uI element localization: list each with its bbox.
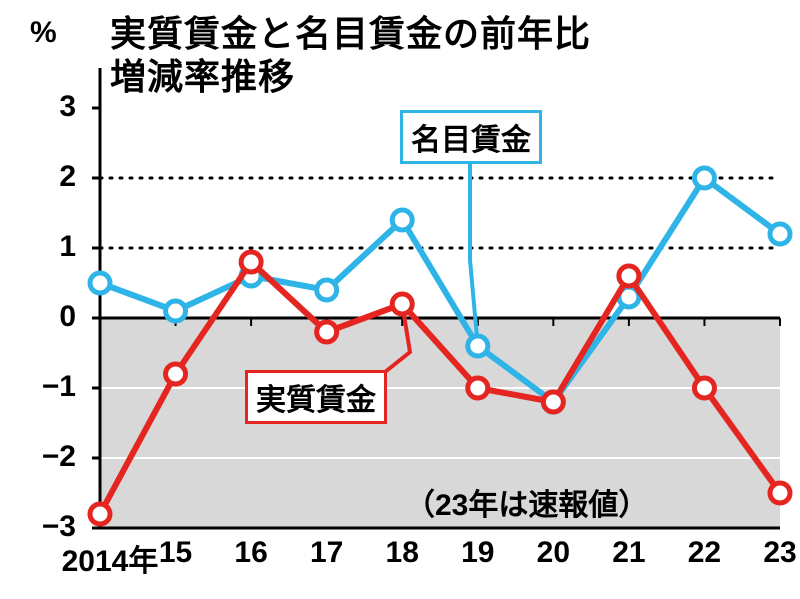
x-tick-label: 22 xyxy=(679,536,729,570)
y-tick-label: 3 xyxy=(6,90,76,124)
x-tick-label: 17 xyxy=(302,536,352,570)
y-tick-label: −1 xyxy=(6,370,76,404)
chart-note: （23年は速報値） xyxy=(405,480,648,524)
y-tick-label: −2 xyxy=(6,440,76,474)
y-tick-label: 0 xyxy=(6,300,76,334)
x-tick-label: 20 xyxy=(528,536,578,570)
title-line-2: 増減率推移 xyxy=(110,56,295,97)
x-tick-label: 21 xyxy=(604,536,654,570)
legend-real-wage: 実質賃金 xyxy=(245,370,387,424)
title-line-1: 実質賃金と名目賃金の前年比 xyxy=(110,13,591,54)
x-tick-label: 19 xyxy=(453,536,503,570)
x-tick-label: 16 xyxy=(226,536,276,570)
y-axis-unit: % xyxy=(30,16,57,50)
x-tick-label: 23 xyxy=(755,536,800,570)
wage-chart: % 実質賃金と名目賃金の前年比 増減率推移 −3−2−10123 2014年15… xyxy=(0,0,800,594)
x-tick-label: 18 xyxy=(377,536,427,570)
chart-title: 実質賃金と名目賃金の前年比 増減率推移 xyxy=(110,12,591,98)
y-tick-label: 2 xyxy=(6,160,76,194)
y-tick-label: 1 xyxy=(6,230,76,264)
legend-nominal-wage: 名目賃金 xyxy=(400,110,542,164)
x-tick-label: 15 xyxy=(151,536,201,570)
